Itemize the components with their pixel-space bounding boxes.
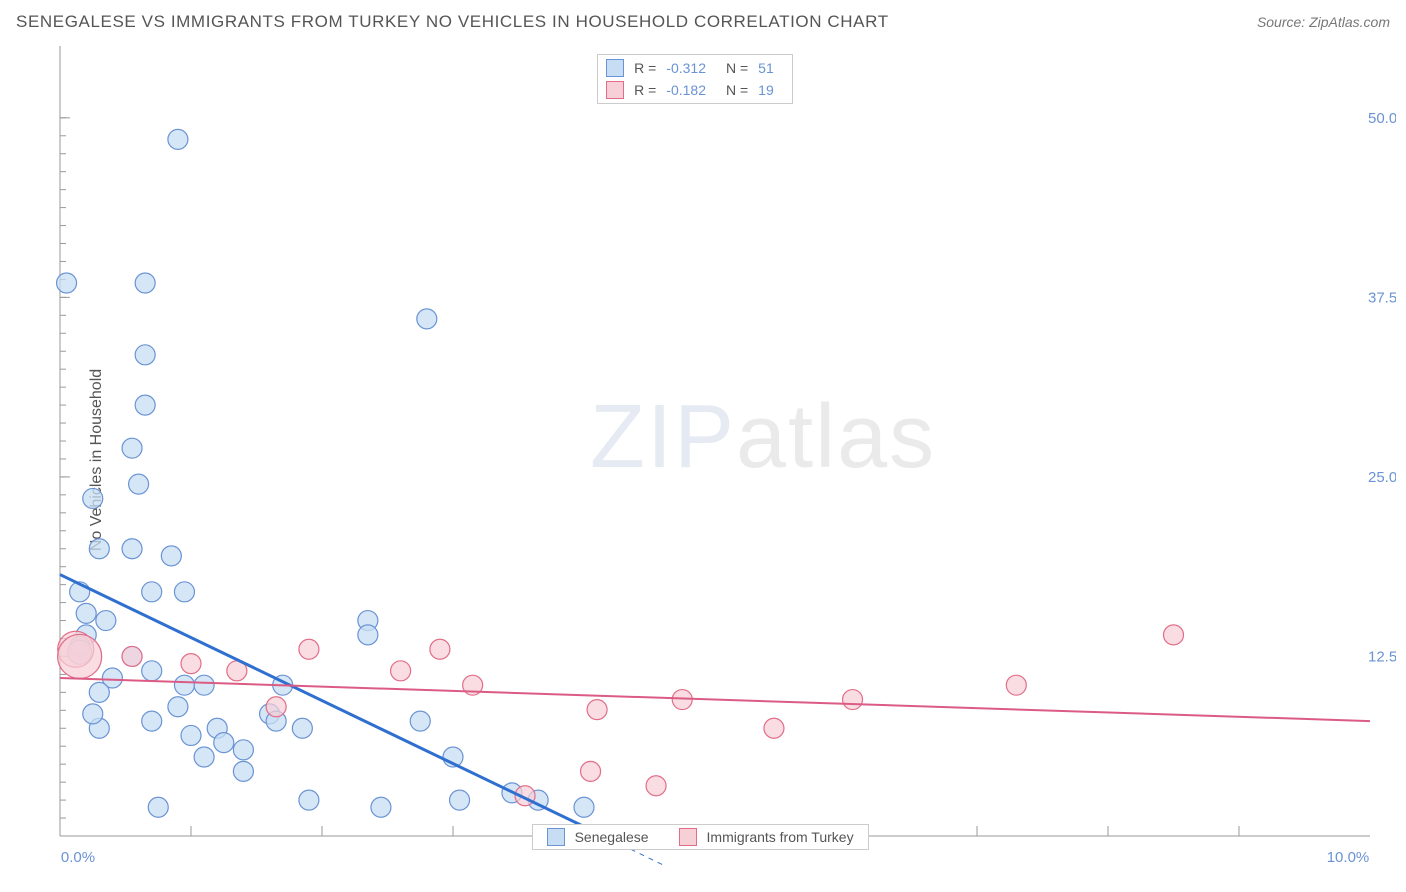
data-point <box>57 273 77 293</box>
stat-n-value: 19 <box>758 82 774 98</box>
y-tick-label: 12.5% <box>1368 648 1396 665</box>
legend-swatch <box>547 828 565 846</box>
data-point <box>417 309 437 329</box>
scatter-chart: 12.5% 25.0% 37.5% 50.0% 0.0% 10.0% <box>50 46 1396 886</box>
series-swatch <box>606 59 624 77</box>
data-point <box>194 675 214 695</box>
data-point <box>843 690 863 710</box>
y-tick-label: 50.0% <box>1368 110 1396 127</box>
data-point <box>1164 625 1184 645</box>
data-point <box>142 582 162 602</box>
legend-item: Immigrants from Turkey <box>679 828 854 846</box>
x-tick-label: 0.0% <box>61 849 95 866</box>
chart-title: SENEGALESE VS IMMIGRANTS FROM TURKEY NO … <box>16 12 889 32</box>
data-point <box>181 725 201 745</box>
data-point <box>122 539 142 559</box>
correlation-stats-box: R = -0.312 N = 51 R = -0.182 N = 19 <box>597 54 793 104</box>
data-point <box>299 790 319 810</box>
data-point <box>299 639 319 659</box>
legend-label: Senegalese <box>575 829 649 845</box>
series-swatch <box>606 81 624 99</box>
data-point <box>430 639 450 659</box>
data-point <box>135 273 155 293</box>
data-point <box>450 790 470 810</box>
y-tick-label: 37.5% <box>1368 289 1396 306</box>
stat-r-label: R = <box>634 82 656 98</box>
stat-r-value: -0.312 <box>666 60 706 76</box>
data-point <box>410 711 430 731</box>
data-point <box>233 761 253 781</box>
chart-header: SENEGALESE VS IMMIGRANTS FROM TURKEY NO … <box>0 0 1406 46</box>
legend-label: Immigrants from Turkey <box>707 829 854 845</box>
legend-swatch <box>679 828 697 846</box>
data-point <box>129 474 149 494</box>
data-point <box>214 733 234 753</box>
data-point <box>161 546 181 566</box>
data-point <box>174 675 194 695</box>
data-point <box>391 661 411 681</box>
y-tick-label: 25.0% <box>1368 469 1396 486</box>
stat-row: R = -0.182 N = 19 <box>606 79 774 101</box>
data-point <box>76 603 96 623</box>
data-point <box>122 438 142 458</box>
data-point <box>83 704 103 724</box>
stat-r-value: -0.182 <box>666 82 706 98</box>
data-point <box>168 697 188 717</box>
data-point <box>58 634 102 678</box>
data-point <box>135 395 155 415</box>
data-point <box>587 700 607 720</box>
x-tick-label: 10.0% <box>1327 849 1370 866</box>
data-point <box>574 797 594 817</box>
legend-item: Senegalese <box>547 828 649 846</box>
data-point <box>292 718 312 738</box>
data-point <box>142 661 162 681</box>
data-point <box>266 697 286 717</box>
stat-r-label: R = <box>634 60 656 76</box>
data-point <box>174 582 194 602</box>
data-point <box>581 761 601 781</box>
data-point <box>135 345 155 365</box>
data-point <box>358 625 378 645</box>
data-point <box>142 711 162 731</box>
regression-line <box>60 678 1370 721</box>
data-point <box>148 797 168 817</box>
series-legend: Senegalese Immigrants from Turkey <box>532 824 869 850</box>
data-point <box>83 488 103 508</box>
data-point <box>1006 675 1026 695</box>
data-point <box>89 682 109 702</box>
stat-n-label: N = <box>726 60 748 76</box>
stat-n-label: N = <box>726 82 748 98</box>
data-point <box>194 747 214 767</box>
plot-area: 12.5%25.0%37.5%50.0%0.0%10.0% ZIPatlas R… <box>50 46 1406 886</box>
data-point <box>181 654 201 674</box>
stat-n-value: 51 <box>758 60 774 76</box>
data-point <box>96 611 116 631</box>
data-point <box>371 797 391 817</box>
data-point <box>122 646 142 666</box>
stat-row: R = -0.312 N = 51 <box>606 57 774 79</box>
data-point <box>233 740 253 760</box>
chart-source: Source: ZipAtlas.com <box>1257 14 1390 30</box>
data-point <box>646 776 666 796</box>
data-point <box>168 129 188 149</box>
data-point <box>89 539 109 559</box>
data-point <box>764 718 784 738</box>
regression-line <box>60 575 604 836</box>
